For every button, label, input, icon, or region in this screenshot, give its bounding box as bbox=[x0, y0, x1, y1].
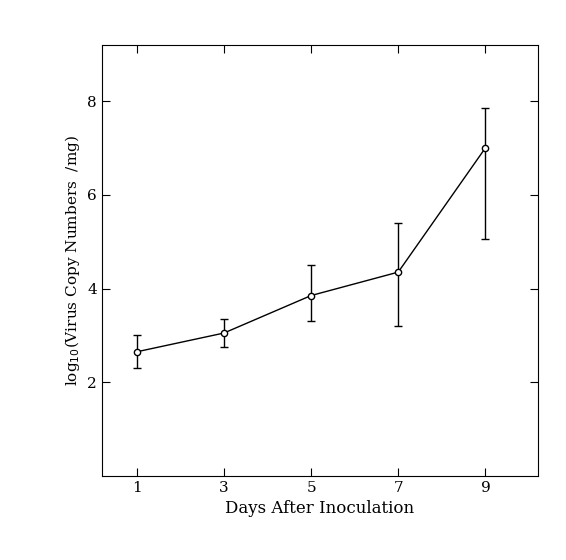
X-axis label: Days After Inoculation: Days After Inoculation bbox=[225, 501, 414, 517]
Y-axis label: log$_{10}$(Virus Copy Numbers  /mg): log$_{10}$(Virus Copy Numbers /mg) bbox=[63, 135, 82, 386]
